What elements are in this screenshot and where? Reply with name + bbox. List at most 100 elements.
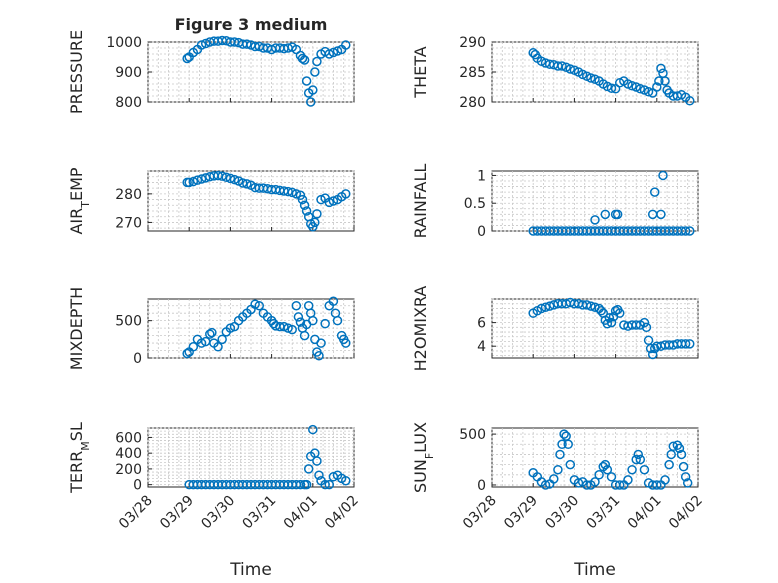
data-point [641,322,652,333]
data-point [297,53,308,64]
y-axis-label: MIXDEPTH [67,287,86,370]
data-point [324,49,335,59]
data-point [324,479,335,490]
data-point [225,323,236,333]
data-point [229,174,240,185]
y-tick-label: 0 [477,478,486,494]
y-tick-label: 600 [115,430,142,446]
data-point [279,321,289,332]
data-point [602,319,613,329]
data-point [316,194,326,205]
data-point [182,53,192,64]
data-point [549,474,559,484]
data-point [196,338,207,348]
data-point [680,339,691,349]
data-point [600,209,611,220]
data-point [308,85,318,95]
data-point [682,478,693,488]
data-point [320,318,330,329]
data-point [301,76,312,86]
data-point [332,46,343,56]
data-point [314,470,324,480]
data-point [207,327,217,338]
data-point [221,172,232,183]
data-point [660,76,670,86]
data-point [685,339,695,349]
data-point [590,477,600,487]
data-point [320,479,330,490]
data-point [291,300,302,311]
data-point [600,459,611,470]
y-tick-label: 0 [477,224,486,240]
data-point [654,76,664,86]
data-point [635,454,646,465]
data-point [293,312,304,322]
y-tick-label: 400 [115,446,142,462]
data-point [341,475,351,486]
data-point [586,301,596,311]
y-tick-label: 1 [477,168,486,184]
data-point [341,338,351,348]
data-point [308,424,318,435]
subplot-rainfall: 0 0.5 1 RAINFALL [411,164,699,240]
y-axis-label: TERRMSL [67,422,92,494]
data-point [312,456,322,466]
data-point [656,63,666,74]
data-point [299,55,310,65]
data-point [652,82,662,92]
x-tick-label: 04/02 [322,493,362,533]
data-point [238,178,248,188]
data-point [612,209,623,220]
data-point [652,480,662,490]
subplot-h2omixra: 4 6 H2OMIXRA [411,286,699,371]
x-tick-label: 04/01 [281,493,321,533]
data-point [341,40,351,50]
data-point [594,470,604,480]
data-point [205,329,215,339]
y-tick-label: 500 [115,314,142,330]
data-point [536,303,547,314]
data-point [242,39,252,49]
data-point [674,443,685,454]
data-point [565,459,576,470]
data-point [303,464,314,474]
data-point [606,83,617,93]
y-tick-label: 280 [115,187,142,203]
y-tick-label: 270 [115,215,142,231]
data-point [295,317,306,327]
data-point [301,206,312,216]
data-point [328,47,339,58]
x-tick-label: 03/29 [501,493,541,533]
data-point [328,196,339,206]
data-point [685,226,695,236]
data-point [606,317,617,328]
data-point [680,472,691,482]
data-point [565,64,576,74]
y-axis-label: RAINFALL [411,164,430,239]
data-point [557,439,567,450]
data-point [540,302,551,313]
subplot-pressure: 800 900 1000 PRESSURE [67,30,355,114]
data-point [316,338,326,348]
x-tick-label: 03/31 [584,493,624,533]
data-point [602,464,613,475]
y-tick-label: 285 [459,65,486,81]
data-point [631,454,641,465]
data-point [287,187,297,198]
data-point [540,480,551,490]
x-tick-label: 04/02 [666,493,706,533]
data-point [308,315,318,326]
data-point [639,464,650,475]
data-point [328,296,339,306]
y-tick-label: 1000 [106,35,142,51]
y-tick-label: 900 [115,65,142,81]
subplot-mixdepth: 0 500 MIXDEPTH [67,287,355,370]
data-point [586,73,596,83]
x-axis-label-right: Time [573,560,616,580]
x-tick-label: 03/29 [157,493,197,533]
data-point [297,194,308,205]
y-tick-label: 0.5 [464,196,486,212]
data-point [291,189,302,199]
data-point [332,315,343,326]
y-tick-label: 4 [477,339,486,355]
